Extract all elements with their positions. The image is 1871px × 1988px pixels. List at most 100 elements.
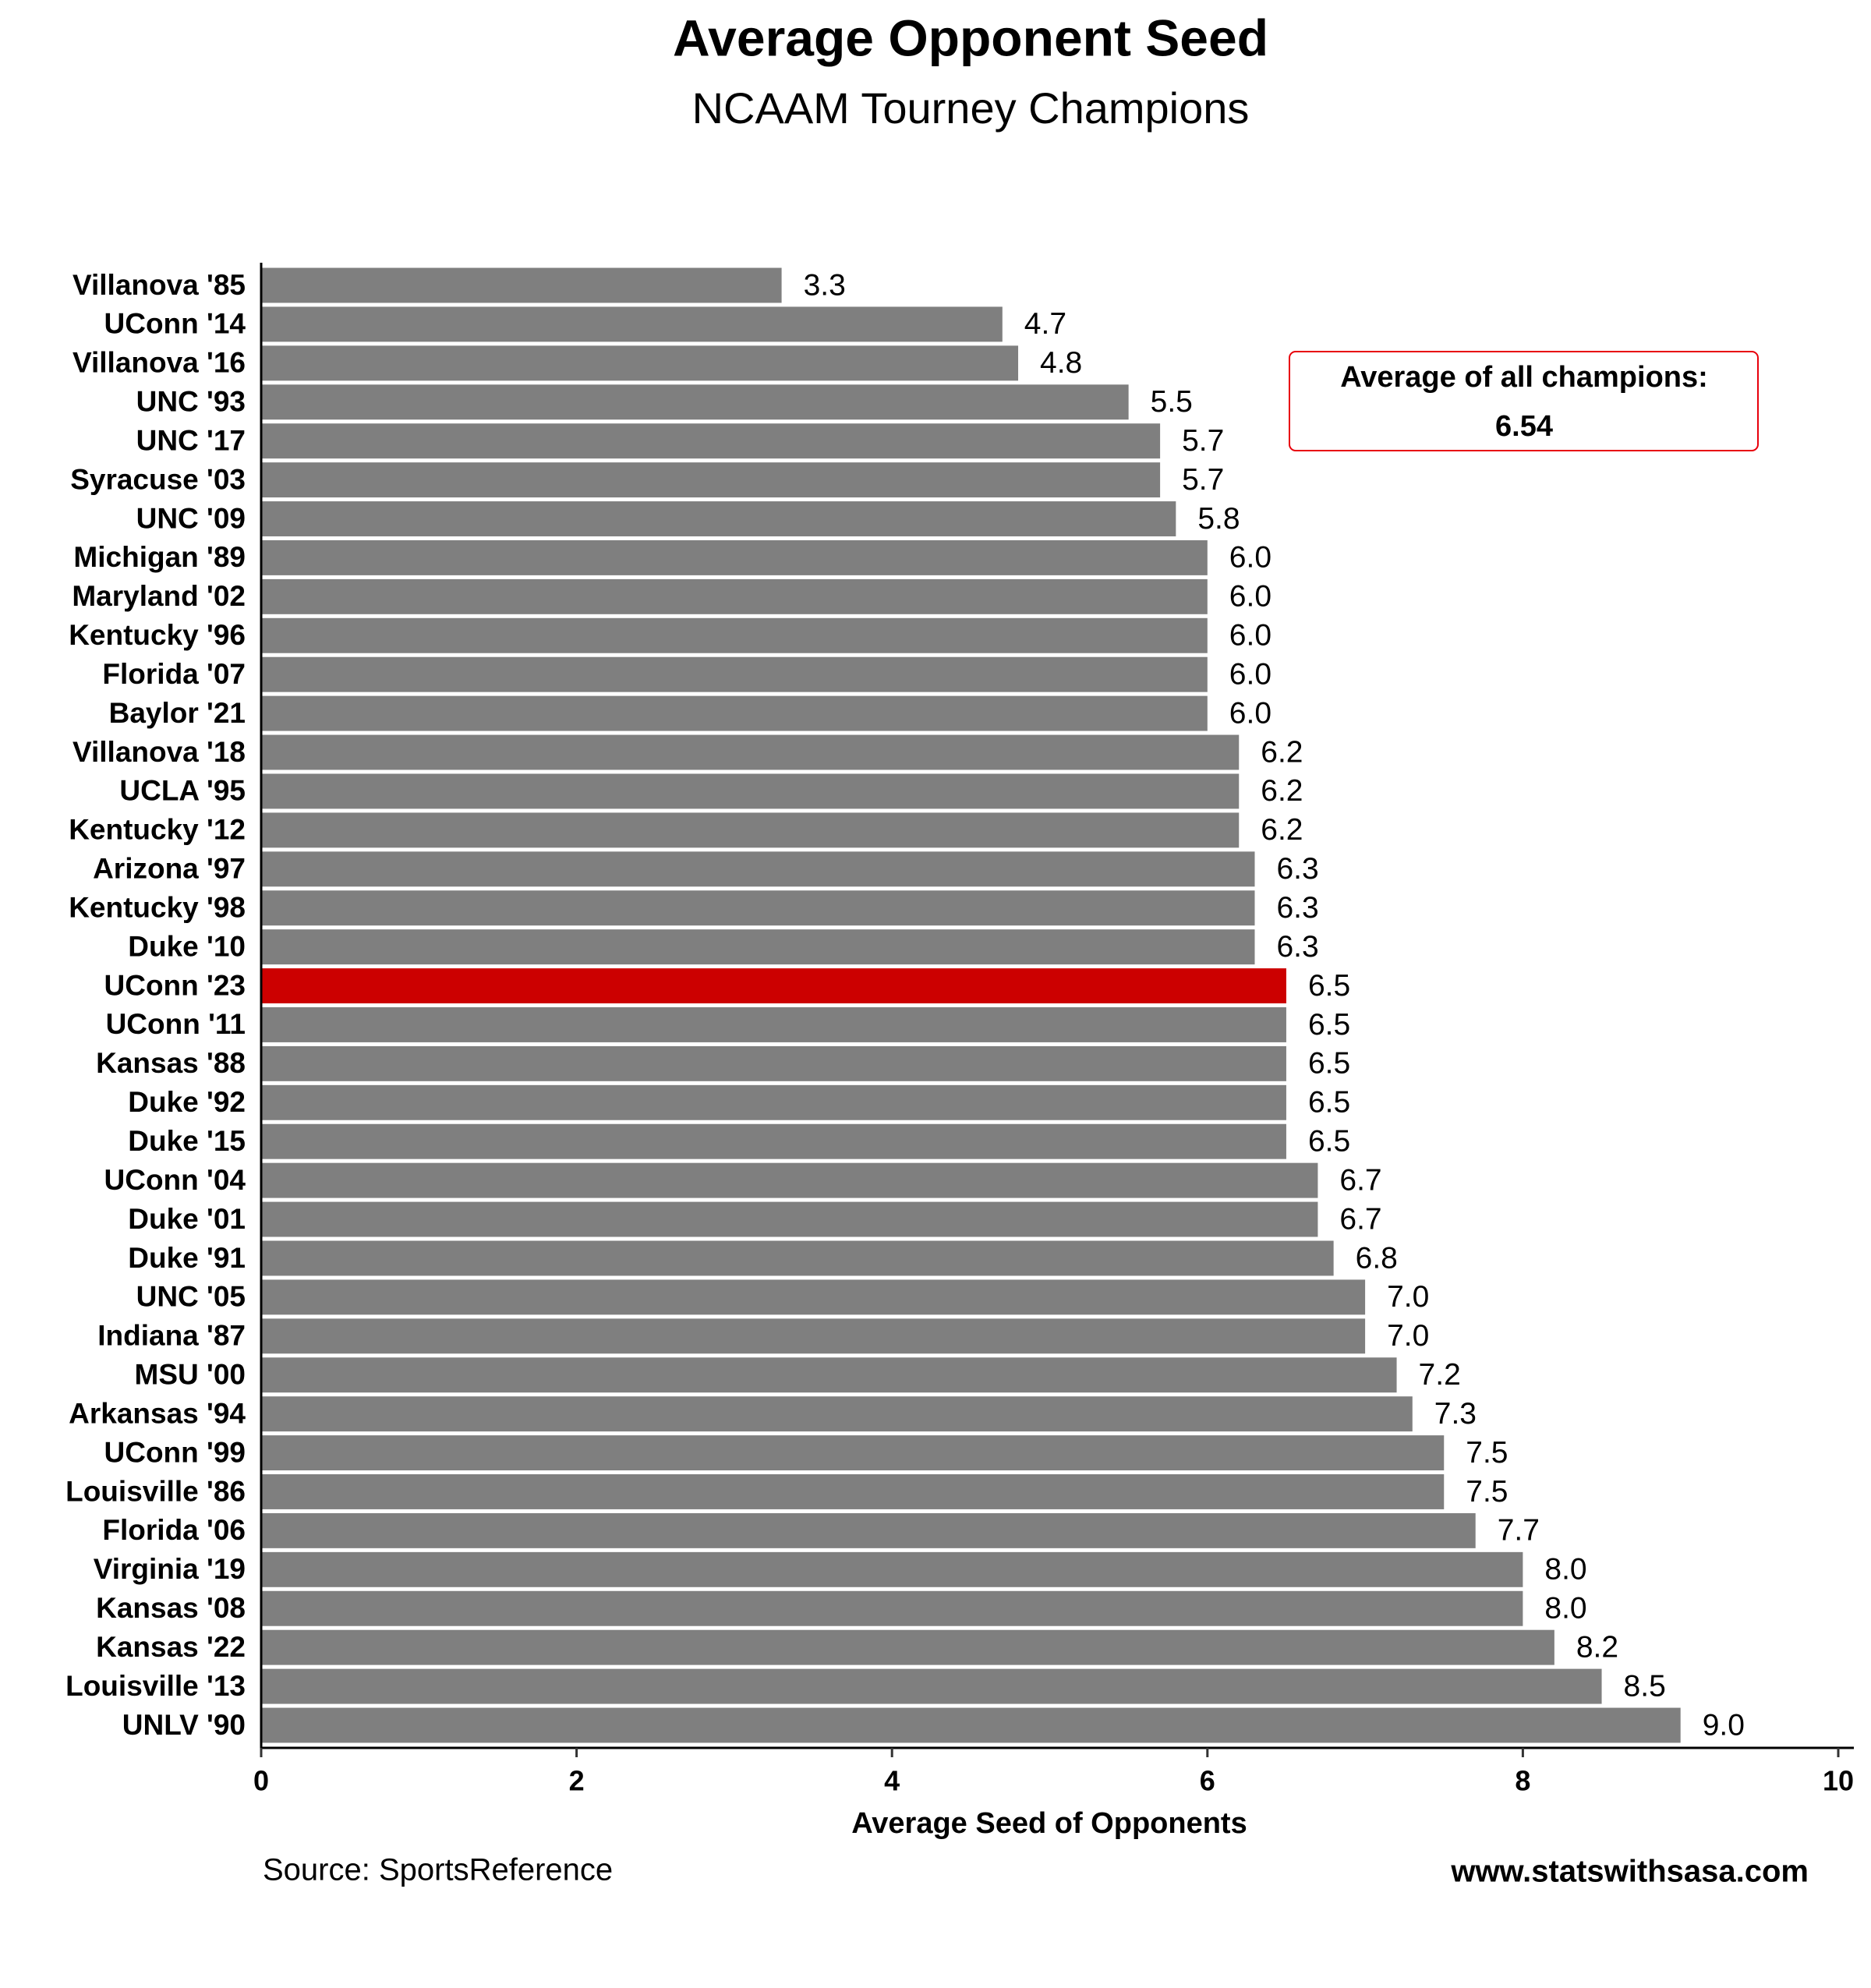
category-label: Syracuse '03 (70, 463, 246, 495)
bar (261, 423, 1161, 459)
category-label: Maryland '02 (72, 580, 246, 612)
bar (261, 695, 1208, 731)
value-label: 6.0 (1229, 580, 1272, 614)
value-label: 7.7 (1498, 1514, 1540, 1548)
bar (261, 1123, 1286, 1159)
bar (261, 851, 1255, 887)
category-label: Florida '06 (102, 1514, 246, 1546)
value-label: 7.3 (1434, 1397, 1477, 1431)
value-label: 6.0 (1229, 541, 1272, 575)
x-tick-label: 4 (884, 1765, 900, 1797)
category-label: Kentucky '96 (69, 619, 246, 651)
bar (261, 1474, 1445, 1509)
value-label: 7.2 (1419, 1358, 1461, 1392)
source: Source: SportsReference (263, 1853, 613, 1887)
bar (261, 890, 1255, 926)
bar (261, 1279, 1366, 1315)
bar (261, 1435, 1445, 1471)
bar (261, 1396, 1413, 1432)
bar (261, 929, 1255, 965)
value-label: 6.3 (1276, 891, 1318, 925)
value-label: 5.5 (1151, 385, 1193, 419)
category-label: Kansas '08 (96, 1592, 246, 1624)
value-label: 4.8 (1040, 346, 1082, 380)
value-label: 6.5 (1308, 1125, 1350, 1158)
credit: www.statswithsasa.com (1450, 1855, 1809, 1889)
category-label: Arizona '97 (93, 853, 246, 885)
chart-title: Average Opponent Seed (673, 9, 1268, 66)
bar (261, 1162, 1318, 1198)
category-label: Kentucky '12 (69, 814, 246, 846)
value-label: 8.2 (1576, 1630, 1618, 1664)
category-label: Kansas '22 (96, 1631, 246, 1663)
value-label: 4.7 (1024, 307, 1066, 341)
category-label: UConn '14 (104, 308, 246, 340)
category-label: UNLV '90 (122, 1709, 246, 1741)
x-tick-label: 6 (1200, 1765, 1215, 1797)
bar (261, 578, 1208, 614)
bar (261, 462, 1161, 498)
bar (261, 1357, 1397, 1393)
value-label: 6.7 (1339, 1163, 1381, 1197)
bar (261, 1240, 1334, 1276)
category-label: UNC '93 (136, 386, 246, 418)
value-label: 3.3 (804, 268, 846, 302)
annotation-value: 6.54 (1495, 410, 1553, 443)
category-label: Duke '01 (128, 1203, 246, 1235)
category-label: Kentucky '98 (69, 891, 246, 923)
bar (261, 539, 1208, 575)
x-tick-label: 2 (569, 1765, 585, 1797)
category-label: Duke '15 (128, 1125, 246, 1157)
category-label: UCLA '95 (119, 775, 246, 807)
category-label: MSU '00 (135, 1359, 246, 1391)
x-axis-title: Average Seed of Opponents (851, 1807, 1247, 1840)
bar (261, 1318, 1366, 1354)
bar (261, 1668, 1602, 1704)
bar (261, 1707, 1681, 1743)
value-label: 8.0 (1544, 1592, 1586, 1625)
value-label: 7.0 (1387, 1319, 1429, 1353)
bar (261, 1629, 1554, 1665)
bar (261, 773, 1240, 809)
category-label: UConn '23 (104, 969, 246, 1001)
category-label: Villanova '16 (73, 347, 246, 379)
bar (261, 1201, 1318, 1237)
bar (261, 1551, 1523, 1587)
value-label: 6.5 (1308, 1008, 1350, 1042)
category-label: Villanova '18 (73, 736, 246, 768)
value-label: 6.0 (1229, 657, 1272, 691)
category-label: UConn '11 (106, 1008, 246, 1040)
bar (261, 734, 1240, 770)
category-label: Duke '92 (128, 1086, 246, 1118)
category-label: Baylor '21 (109, 697, 246, 729)
bar (261, 1590, 1523, 1626)
x-tick-label: 10 (1823, 1765, 1854, 1797)
bar (261, 384, 1129, 420)
category-label: Kansas '88 (96, 1047, 246, 1079)
category-label: UNC '09 (136, 502, 246, 534)
bar (261, 656, 1208, 692)
value-label: 6.5 (1308, 1086, 1350, 1120)
value-label: 9.0 (1703, 1708, 1745, 1742)
category-label: Arkansas '94 (69, 1397, 246, 1429)
value-label: 6.3 (1276, 852, 1318, 886)
category-label: UConn '99 (104, 1436, 246, 1468)
value-label: 6.3 (1276, 930, 1318, 964)
bar (261, 1512, 1476, 1548)
value-label: 6.2 (1261, 735, 1303, 769)
bar (261, 267, 782, 303)
bar (261, 617, 1208, 653)
value-label: 6.0 (1229, 619, 1272, 653)
value-label: 6.8 (1356, 1241, 1398, 1275)
value-label: 5.8 (1197, 502, 1240, 536)
bar (261, 306, 1003, 342)
category-label: Indiana '87 (97, 1320, 246, 1352)
x-tick-label: 0 (253, 1765, 269, 1797)
category-label: UConn '04 (104, 1164, 246, 1196)
value-label: 7.5 (1466, 1436, 1508, 1470)
bar (261, 501, 1176, 536)
value-label: 5.7 (1182, 463, 1224, 497)
category-label: Louisville '86 (65, 1475, 246, 1507)
category-label: Virginia '19 (94, 1553, 246, 1585)
